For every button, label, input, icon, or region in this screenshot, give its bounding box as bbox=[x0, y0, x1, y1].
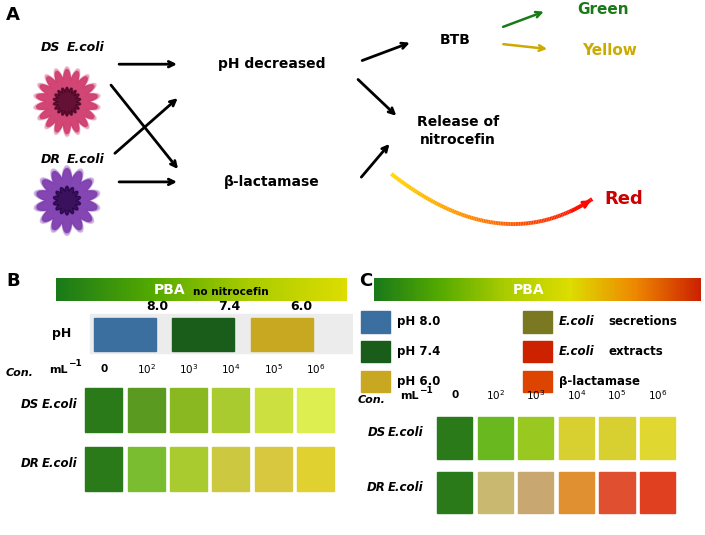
Text: $10^2$: $10^2$ bbox=[486, 388, 505, 402]
Polygon shape bbox=[54, 87, 80, 116]
Text: DS: DS bbox=[41, 41, 61, 54]
Text: β-lactamase: β-lactamase bbox=[558, 375, 639, 388]
Bar bbox=[478, 417, 513, 459]
Text: mL: mL bbox=[49, 365, 68, 374]
Bar bbox=[437, 472, 472, 513]
Text: 8.0: 8.0 bbox=[146, 300, 168, 313]
Bar bbox=[640, 472, 675, 513]
Text: Red: Red bbox=[605, 190, 643, 208]
Text: B: B bbox=[6, 272, 20, 291]
Text: E.coli: E.coli bbox=[67, 153, 105, 166]
Text: $10^3$: $10^3$ bbox=[526, 388, 546, 402]
Bar bbox=[362, 311, 389, 332]
Text: $10^4$: $10^4$ bbox=[567, 388, 586, 402]
Text: pH decreased: pH decreased bbox=[218, 57, 325, 71]
Text: C: C bbox=[359, 272, 372, 291]
Text: E.coli: E.coli bbox=[558, 345, 594, 358]
Text: $10^2$: $10^2$ bbox=[137, 362, 156, 376]
Text: $10^6$: $10^6$ bbox=[306, 362, 325, 376]
Text: Con.: Con. bbox=[358, 395, 386, 405]
Bar bbox=[94, 318, 156, 351]
Polygon shape bbox=[37, 169, 97, 233]
Polygon shape bbox=[34, 165, 100, 236]
Bar bbox=[362, 371, 389, 393]
Text: Yellow: Yellow bbox=[582, 43, 637, 58]
Text: PBA: PBA bbox=[513, 282, 544, 297]
Bar bbox=[599, 417, 634, 459]
Text: DS: DS bbox=[21, 398, 39, 411]
Bar bbox=[170, 447, 207, 491]
Text: Green: Green bbox=[577, 2, 629, 17]
Text: 0: 0 bbox=[451, 391, 458, 400]
Text: $10^5$: $10^5$ bbox=[607, 388, 627, 402]
Text: PBA: PBA bbox=[154, 282, 185, 297]
Bar bbox=[599, 472, 634, 513]
Bar bbox=[172, 318, 234, 351]
Text: $10^3$: $10^3$ bbox=[179, 362, 198, 376]
Text: A: A bbox=[6, 6, 20, 25]
Bar bbox=[558, 472, 594, 513]
Polygon shape bbox=[37, 70, 97, 134]
Text: Con.: Con. bbox=[6, 368, 33, 378]
Polygon shape bbox=[35, 68, 99, 135]
Text: E.coli: E.coli bbox=[388, 481, 423, 494]
Text: pH 8.0: pH 8.0 bbox=[396, 315, 440, 328]
Bar bbox=[170, 388, 207, 432]
Text: secretions: secretions bbox=[608, 315, 677, 328]
Text: extracts: extracts bbox=[608, 345, 663, 358]
Bar bbox=[297, 388, 334, 432]
Polygon shape bbox=[35, 67, 99, 136]
Text: pH 6.0: pH 6.0 bbox=[396, 375, 440, 388]
Bar bbox=[85, 447, 123, 491]
Text: 0: 0 bbox=[100, 364, 108, 373]
Bar bbox=[128, 447, 165, 491]
Bar bbox=[128, 388, 165, 432]
Bar bbox=[90, 314, 352, 353]
Text: no nitrocefin: no nitrocefin bbox=[193, 287, 269, 297]
Bar bbox=[437, 417, 472, 459]
Text: DR: DR bbox=[41, 153, 61, 166]
Bar bbox=[640, 417, 675, 459]
Bar bbox=[251, 318, 313, 351]
Text: DR: DR bbox=[20, 457, 39, 470]
Text: BTB: BTB bbox=[439, 33, 470, 47]
Polygon shape bbox=[34, 66, 100, 137]
Text: 7.4: 7.4 bbox=[218, 300, 240, 313]
Bar bbox=[478, 472, 513, 513]
Bar bbox=[212, 388, 250, 432]
Bar bbox=[255, 388, 292, 432]
Bar bbox=[362, 341, 389, 363]
Bar bbox=[518, 472, 553, 513]
Bar bbox=[523, 311, 552, 332]
Text: mL: mL bbox=[400, 392, 418, 401]
Text: pH: pH bbox=[52, 326, 71, 340]
Bar bbox=[85, 388, 123, 432]
Text: DR: DR bbox=[367, 481, 386, 494]
Text: 6.0: 6.0 bbox=[290, 300, 312, 313]
Text: β-lactamase: β-lactamase bbox=[223, 175, 319, 189]
Bar bbox=[212, 447, 250, 491]
Text: DS: DS bbox=[367, 426, 386, 439]
Text: $10^4$: $10^4$ bbox=[221, 362, 240, 376]
Bar bbox=[297, 447, 334, 491]
Polygon shape bbox=[35, 167, 99, 234]
Text: E.coli: E.coli bbox=[42, 398, 77, 411]
Bar bbox=[523, 371, 552, 393]
Text: E.coli: E.coli bbox=[42, 457, 77, 470]
Bar bbox=[523, 341, 552, 363]
Text: $10^6$: $10^6$ bbox=[648, 388, 667, 402]
Text: E.coli: E.coli bbox=[67, 41, 105, 54]
Text: E.coli: E.coli bbox=[558, 315, 594, 328]
Bar bbox=[558, 417, 594, 459]
Text: $10^5$: $10^5$ bbox=[264, 362, 283, 376]
Bar bbox=[255, 447, 292, 491]
Text: E.coli: E.coli bbox=[388, 426, 423, 439]
Text: −1: −1 bbox=[419, 386, 433, 395]
Bar bbox=[518, 417, 553, 459]
Text: Release of
nitrocefin: Release of nitrocefin bbox=[417, 115, 499, 147]
Text: −1: −1 bbox=[68, 360, 82, 368]
Text: pH 7.4: pH 7.4 bbox=[396, 345, 440, 358]
Polygon shape bbox=[35, 166, 99, 235]
Polygon shape bbox=[54, 186, 80, 215]
